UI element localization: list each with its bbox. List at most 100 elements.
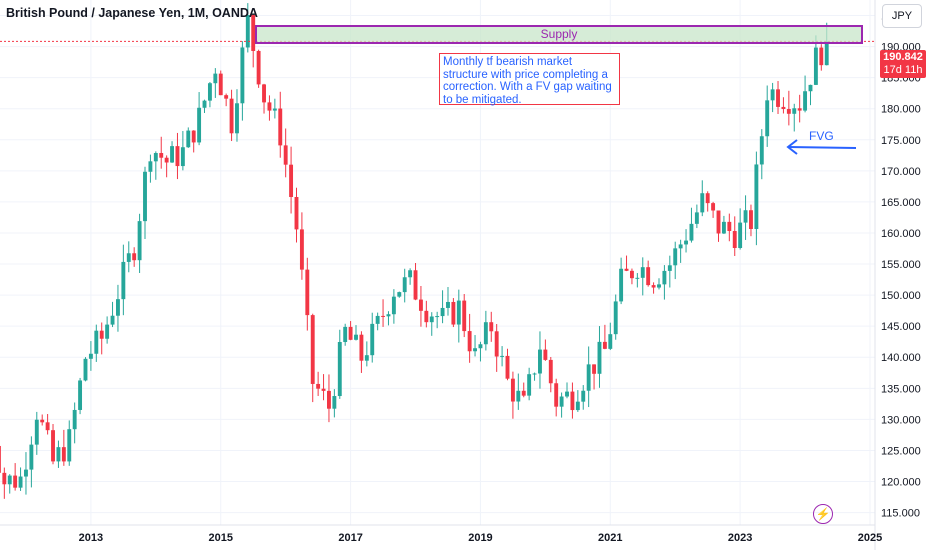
candle-body [61,447,66,462]
candle-body [803,91,808,111]
candle-body [792,108,797,114]
candle-body [110,315,115,325]
candle-body [375,315,380,324]
candle-body [575,401,580,411]
candle-body [364,355,369,361]
candle-body [381,315,386,317]
candle-body [45,422,50,431]
candle-body [754,164,759,229]
x-tick-label: 2019 [468,532,492,544]
y-tick-label: 180.000 [881,104,921,116]
candle-body [289,164,294,198]
x-tick-label: 2025 [858,532,882,544]
candle-body [337,342,342,397]
candle-body [197,107,202,143]
candle-body [343,326,348,343]
candle-body [689,223,694,241]
candle-body [240,47,245,104]
candle-body [494,331,499,357]
candle-body [327,390,331,409]
x-tick-label: 2023 [728,532,752,544]
candle-body [202,100,207,108]
candle-body [694,212,699,224]
candle-body [743,210,748,223]
candles [0,3,829,499]
y-tick-label: 150.000 [881,290,921,302]
candle-body [435,316,440,318]
currency-selector-button[interactable]: JPY [882,4,922,28]
y-tick-label: 140.000 [881,352,921,364]
candle-body [786,109,791,114]
candle-body [467,331,472,352]
candle-body [473,348,477,352]
bar-countdown: 17d 11h [883,64,923,76]
chart-grid [0,0,875,525]
candle-body [456,300,461,325]
candle-body [657,284,661,288]
candle-body [137,221,142,261]
candle-body [446,301,450,308]
candle-body [776,89,780,107]
candle-body [684,240,688,245]
candle-body [116,299,120,316]
candle-body [191,130,196,143]
candle-body [813,47,818,85]
candle-body [18,476,23,488]
candle-body [402,277,407,293]
x-axis: 2013 2015 2017 2019 2021 2023 2025 [79,532,883,544]
candle-body [602,341,607,349]
supply-zone[interactable]: Supply [255,25,863,44]
last-price-badge: 190.842 17d 11h [880,50,926,78]
candle-body [646,267,651,286]
candle-body [418,299,423,311]
candle-body [608,334,613,349]
candle-body [278,108,283,146]
y-tick-label: 155.000 [881,259,921,271]
candle-body [570,391,575,411]
candle-body [13,475,18,488]
y-tick-label: 115.000 [881,508,920,520]
candle-body [207,83,212,101]
candle-body [667,265,672,271]
candle-body [770,89,775,101]
candle-body [72,409,77,430]
candle-body [67,429,72,462]
y-tick-label: 145.000 [881,321,921,333]
candle-body [700,193,705,213]
candle-body [781,106,786,110]
candle-body [424,310,429,323]
tradingview-logo-icon[interactable]: ⚡ [813,504,833,524]
candle-body [321,388,326,391]
candle-body [629,270,634,279]
y-tick-label: 125.000 [881,445,921,457]
candle-body [99,330,104,339]
candle-body [348,326,353,340]
candle-body [175,146,180,167]
candle-body [548,359,553,384]
candle-body [229,98,234,134]
chart-title: British Pound / Japanese Yen, 1M, OANDA [6,6,258,20]
candle-body [218,73,223,96]
candle-body [505,355,510,379]
candle-body [521,390,526,396]
candle-body [673,248,678,266]
candle-body [294,197,299,230]
y-axis: 115.000 120.000 125.000 130.000 135.000 140.0… [881,11,921,520]
candle-body [554,383,559,407]
y-tick-label: 165.000 [881,197,921,209]
candle-body [370,323,375,356]
analysis-note[interactable]: Monthly tf bearish market structure with… [439,53,620,106]
candle-body [613,301,618,335]
candle-body [153,153,158,162]
candle-body [267,102,272,111]
candle-body [765,100,770,137]
candle-body [132,253,137,261]
candle-body [94,330,99,354]
candle-body [2,472,7,485]
candle-body [538,349,542,374]
candle-body [662,270,667,285]
candle-body [483,322,488,345]
candle-body [164,157,169,163]
candle-body [272,108,277,111]
